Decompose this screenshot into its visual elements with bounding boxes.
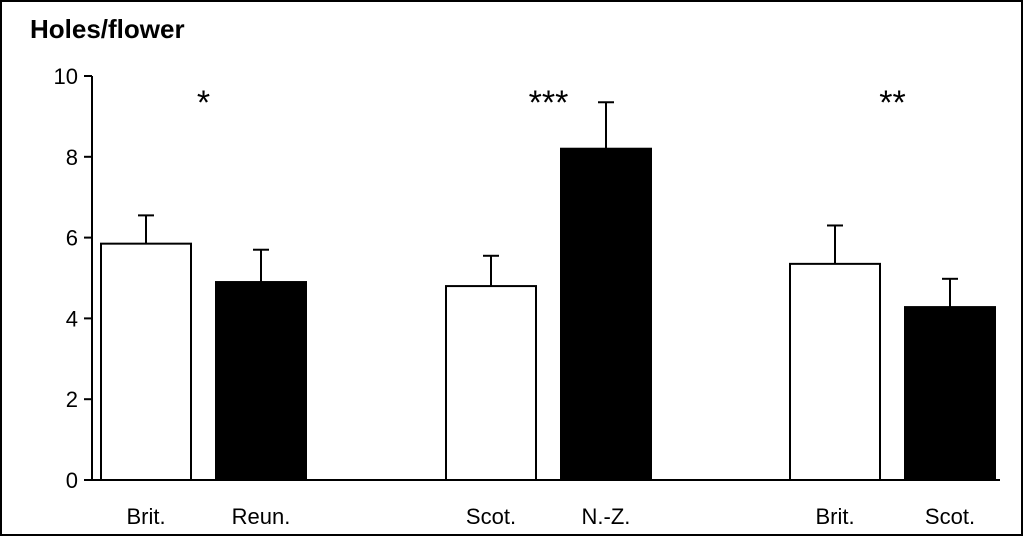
y-axis-label: Holes/flower — [30, 14, 185, 44]
y-tick-label: 2 — [66, 387, 78, 412]
significance-marker: * — [197, 84, 210, 122]
y-tick-label: 0 — [66, 468, 78, 493]
y-tick-label: 4 — [66, 306, 78, 331]
bar-nz — [560, 147, 652, 481]
x-category-label: Brit. — [126, 504, 165, 529]
x-category-label: Reun. — [232, 504, 291, 529]
labels: Brit. Reun. * Scot. N.-Z. *** Brit. Scot. ** — [126, 84, 975, 529]
bar-brit — [100, 242, 192, 481]
y-tick-label: 8 — [66, 145, 78, 170]
y-tick-label: 10 — [54, 64, 78, 89]
bars — [100, 101, 996, 482]
y-tick-label: 6 — [66, 226, 78, 251]
bar-reun — [215, 281, 307, 482]
significance-marker: *** — [529, 84, 569, 122]
bar-scot — [904, 306, 996, 482]
x-category-label: Brit. — [815, 504, 854, 529]
significance-marker: ** — [879, 84, 905, 122]
x-category-label: Scot. — [466, 504, 516, 529]
bar-scot — [445, 285, 537, 481]
bar-brit — [789, 262, 881, 481]
x-category-label: Scot. — [925, 504, 975, 529]
x-category-label: N.-Z. — [582, 504, 631, 529]
